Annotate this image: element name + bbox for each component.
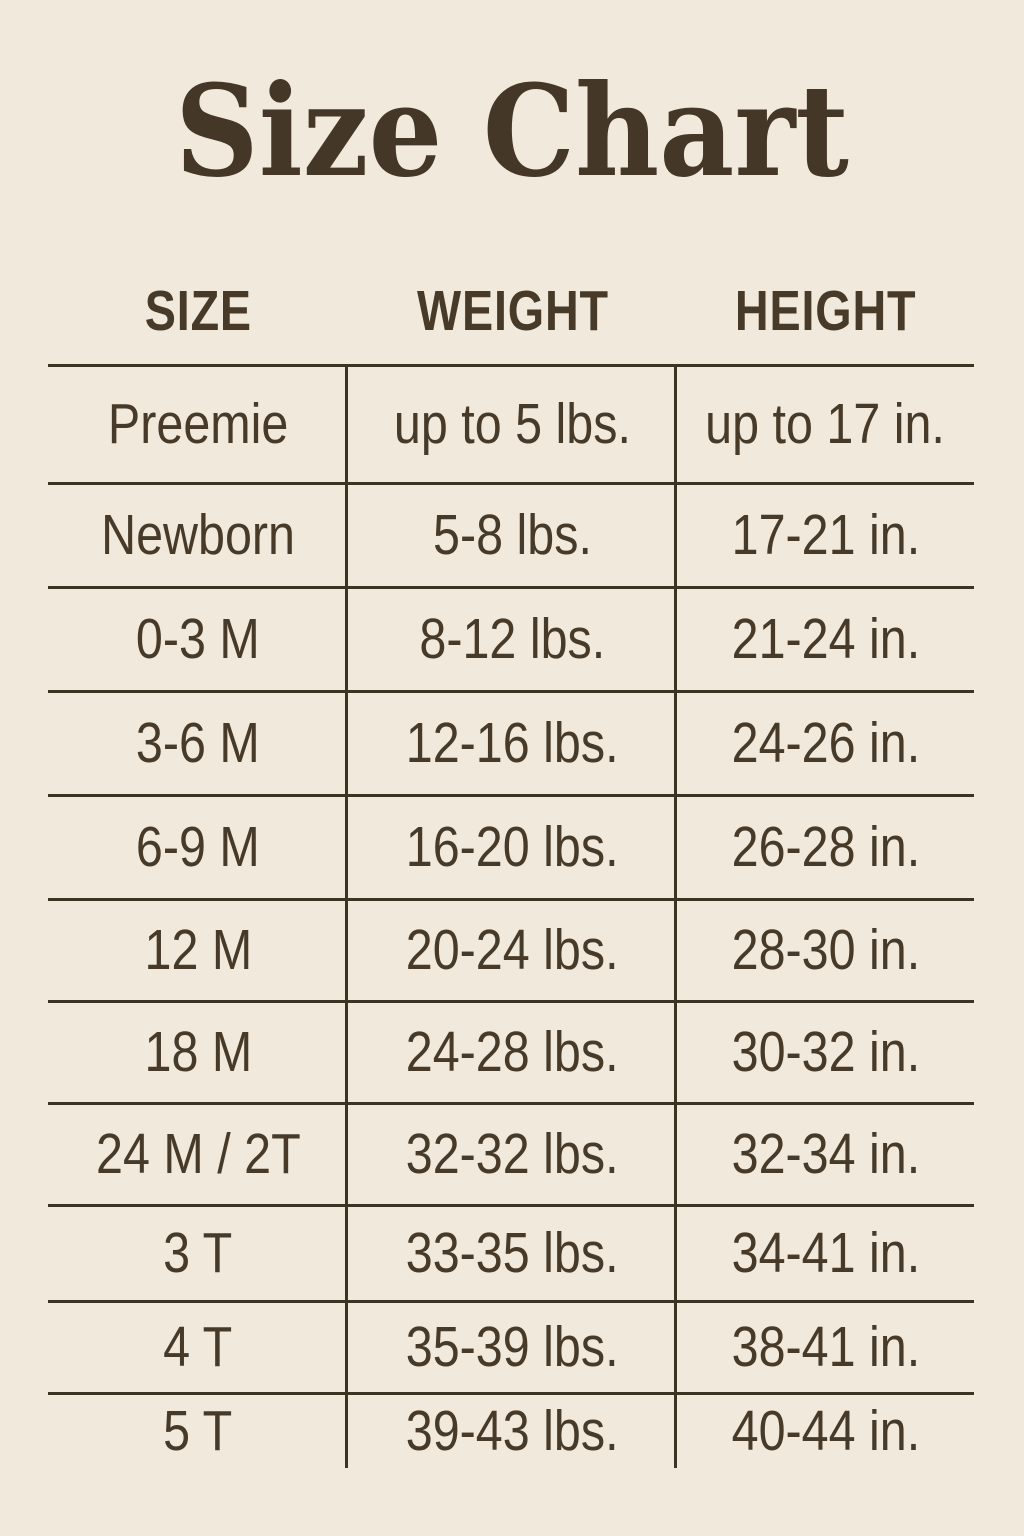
- column-header-size-label: SIZE: [144, 279, 252, 343]
- weight-value: 39-43 lbs.: [406, 1399, 619, 1463]
- column-header-height: HEIGHT: [677, 278, 974, 344]
- table-header-row: SIZE WEIGHT HEIGHT: [48, 278, 974, 344]
- weight-cell: 33-35 lbs.: [348, 1225, 677, 1282]
- height-value: 34-41 in.: [731, 1221, 920, 1285]
- height-value: 26-28 in.: [731, 815, 920, 879]
- height-cell: 21-24 in.: [677, 611, 974, 668]
- table-row: 18 M 24-28 lbs. 30-32 in.: [48, 1000, 974, 1102]
- size-cell: 6-9 M: [48, 819, 348, 876]
- height-cell: 32-34 in.: [677, 1126, 974, 1183]
- height-cell: 40-44 in.: [677, 1403, 974, 1460]
- height-value: 24-26 in.: [731, 711, 920, 775]
- table-row: 5 T 39-43 lbs. 40-44 in.: [48, 1392, 974, 1468]
- weight-cell: 35-39 lbs.: [348, 1319, 677, 1376]
- weight-value: 16-20 lbs.: [406, 815, 619, 879]
- height-cell: 34-41 in.: [677, 1225, 974, 1282]
- size-value: 5 T: [163, 1399, 233, 1463]
- weight-cell: 8-12 lbs.: [348, 611, 677, 668]
- size-cell: 3 T: [48, 1225, 348, 1282]
- weight-value: 24-28 lbs.: [406, 1020, 619, 1084]
- column-header-weight: WEIGHT: [348, 278, 677, 344]
- weight-value: 33-35 lbs.: [406, 1221, 619, 1285]
- height-value: 17-21 in.: [731, 503, 920, 567]
- table-row: 24 M / 2T 32-32 lbs. 32-34 in.: [48, 1102, 974, 1204]
- page-title: Size Chart: [175, 57, 849, 205]
- size-value: Preemie: [107, 392, 289, 456]
- height-cell: up to 17 in.: [677, 396, 974, 453]
- size-cell: 12 M: [48, 922, 348, 979]
- size-value: 6-9 M: [136, 815, 260, 879]
- column-divider-1: [345, 364, 348, 1468]
- size-value: 0-3 M: [136, 607, 260, 671]
- weight-cell: up to 5 lbs.: [348, 396, 677, 453]
- weight-value: 20-24 lbs.: [406, 918, 619, 982]
- height-value: up to 17 in.: [705, 392, 946, 456]
- size-cell: 0-3 M: [48, 611, 348, 668]
- weight-cell: 39-43 lbs.: [348, 1403, 677, 1460]
- size-value: 18 M: [144, 1020, 252, 1084]
- height-value: 30-32 in.: [731, 1020, 920, 1084]
- table-row: 6-9 M 16-20 lbs. 26-28 in.: [48, 794, 974, 898]
- weight-cell: 5-8 lbs.: [348, 507, 677, 564]
- size-cell: Newborn: [48, 507, 348, 564]
- weight-value: 35-39 lbs.: [406, 1315, 619, 1379]
- column-header-height-label: HEIGHT: [734, 279, 917, 343]
- weight-value: 32-32 lbs.: [406, 1122, 619, 1186]
- weight-cell: 16-20 lbs.: [348, 819, 677, 876]
- weight-cell: 12-16 lbs.: [348, 715, 677, 772]
- height-cell: 17-21 in.: [677, 507, 974, 564]
- size-value: 12 M: [144, 918, 252, 982]
- weight-value: up to 5 lbs.: [393, 392, 632, 456]
- table-row: 3 T 33-35 lbs. 34-41 in.: [48, 1204, 974, 1300]
- table-row: Newborn 5-8 lbs. 17-21 in.: [48, 482, 974, 586]
- size-cell: 5 T: [48, 1403, 348, 1460]
- size-value: Newborn: [101, 503, 295, 567]
- table-row: 0-3 M 8-12 lbs. 21-24 in.: [48, 586, 974, 690]
- table-row: 12 M 20-24 lbs. 28-30 in.: [48, 898, 974, 1000]
- height-cell: 24-26 in.: [677, 715, 974, 772]
- size-value: 3-6 M: [136, 711, 260, 775]
- height-value: 38-41 in.: [731, 1315, 920, 1379]
- table-row: 4 T 35-39 lbs. 38-41 in.: [48, 1300, 974, 1392]
- table-row: 3-6 M 12-16 lbs. 24-26 in.: [48, 690, 974, 794]
- size-cell: 4 T: [48, 1319, 348, 1376]
- height-value: 40-44 in.: [731, 1399, 920, 1463]
- weight-cell: 24-28 lbs.: [348, 1024, 677, 1081]
- size-cell: Preemie: [48, 396, 348, 453]
- column-divider-2: [674, 364, 677, 1468]
- weight-cell: 20-24 lbs.: [348, 922, 677, 979]
- size-cell: 24 M / 2T: [48, 1126, 348, 1183]
- weight-value: 5-8 lbs.: [433, 503, 592, 567]
- height-cell: 30-32 in.: [677, 1024, 974, 1081]
- height-value: 21-24 in.: [731, 607, 920, 671]
- size-value: 24 M / 2T: [95, 1122, 301, 1186]
- weight-cell: 32-32 lbs.: [348, 1126, 677, 1183]
- size-cell: 3-6 M: [48, 715, 348, 772]
- weight-value: 12-16 lbs.: [406, 711, 619, 775]
- height-cell: 26-28 in.: [677, 819, 974, 876]
- size-value: 4 T: [163, 1315, 233, 1379]
- height-cell: 38-41 in.: [677, 1319, 974, 1376]
- column-header-weight-label: WEIGHT: [416, 279, 609, 343]
- column-header-size: SIZE: [48, 278, 348, 344]
- weight-value: 8-12 lbs.: [419, 607, 606, 671]
- size-value: 3 T: [163, 1221, 233, 1285]
- height-cell: 28-30 in.: [677, 922, 974, 979]
- height-value: 28-30 in.: [731, 918, 920, 982]
- size-table: Preemie up to 5 lbs. up to 17 in. Newbor…: [48, 364, 974, 1468]
- height-value: 32-34 in.: [731, 1122, 920, 1186]
- table-row: Preemie up to 5 lbs. up to 17 in.: [48, 364, 974, 482]
- size-cell: 18 M: [48, 1024, 348, 1081]
